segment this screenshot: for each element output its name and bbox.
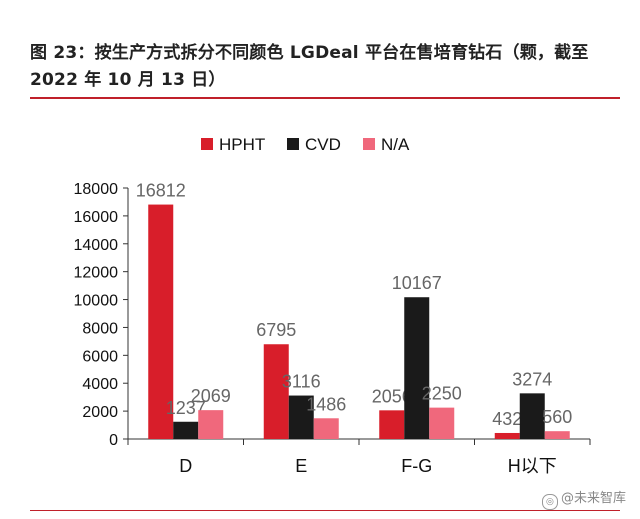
title-divider — [30, 97, 620, 99]
y-tick-label: 10000 — [74, 293, 119, 310]
bar-cvd — [288, 395, 314, 439]
y-tick-label: 12000 — [74, 265, 119, 282]
data-label: 432 — [492, 409, 522, 429]
bar-cvd — [173, 421, 199, 439]
y-tick-label: 14000 — [74, 237, 119, 254]
y-tick-label: 8000 — [82, 320, 118, 337]
y-tick-label: 16000 — [74, 209, 119, 226]
bar-hpht — [494, 432, 520, 439]
y-tick-label: 18000 — [74, 181, 119, 198]
watermark-text: @未来智库 — [560, 491, 626, 506]
x-category-label: D — [179, 456, 192, 476]
y-tick-label: 4000 — [82, 376, 118, 393]
data-label: 3274 — [512, 369, 552, 389]
legend-label: HPHT — [219, 135, 265, 154]
bar-n-a — [198, 410, 224, 439]
bar-hpht — [148, 204, 174, 439]
x-category-label: F-G — [401, 456, 432, 476]
y-tick-label: 6000 — [82, 348, 118, 365]
bar-hpht — [263, 344, 289, 439]
watermark-icon: ◎ — [541, 494, 558, 510]
bar-cvd — [519, 393, 545, 439]
legend-label: CVD — [305, 135, 341, 154]
bar-cvd — [404, 297, 430, 439]
data-label: 1486 — [306, 394, 346, 414]
y-tick-label: 2000 — [82, 404, 118, 421]
watermark: ◎ @未来智库 — [541, 487, 626, 510]
legend-swatch — [363, 138, 375, 150]
legend-swatch — [201, 138, 213, 150]
data-label: 2056 — [372, 386, 412, 406]
legend-swatch — [287, 138, 299, 150]
x-category-label: H以下 — [508, 456, 557, 476]
data-label: 1237 — [166, 398, 206, 418]
data-label: 16812 — [136, 181, 186, 201]
x-category-label: E — [295, 456, 307, 476]
data-label: 560 — [542, 407, 572, 427]
bar-n-a — [313, 418, 339, 439]
data-label: 6795 — [256, 320, 296, 340]
bar-n-a — [544, 431, 570, 439]
bottom-divider — [30, 510, 620, 511]
bar-hpht — [379, 410, 405, 439]
y-tick-label: 0 — [109, 432, 118, 449]
data-label: 2250 — [422, 384, 462, 404]
data-label: 3116 — [282, 372, 321, 392]
chart-title: 图 23：按生产方式拆分不同颜色 LGDeal 平台在售培育钻石（颗，截至 20… — [30, 43, 589, 90]
data-label: 10167 — [392, 273, 442, 293]
data-label: 2069 — [191, 386, 231, 406]
bar-n-a — [429, 407, 455, 439]
legend-label: N/A — [381, 135, 410, 154]
